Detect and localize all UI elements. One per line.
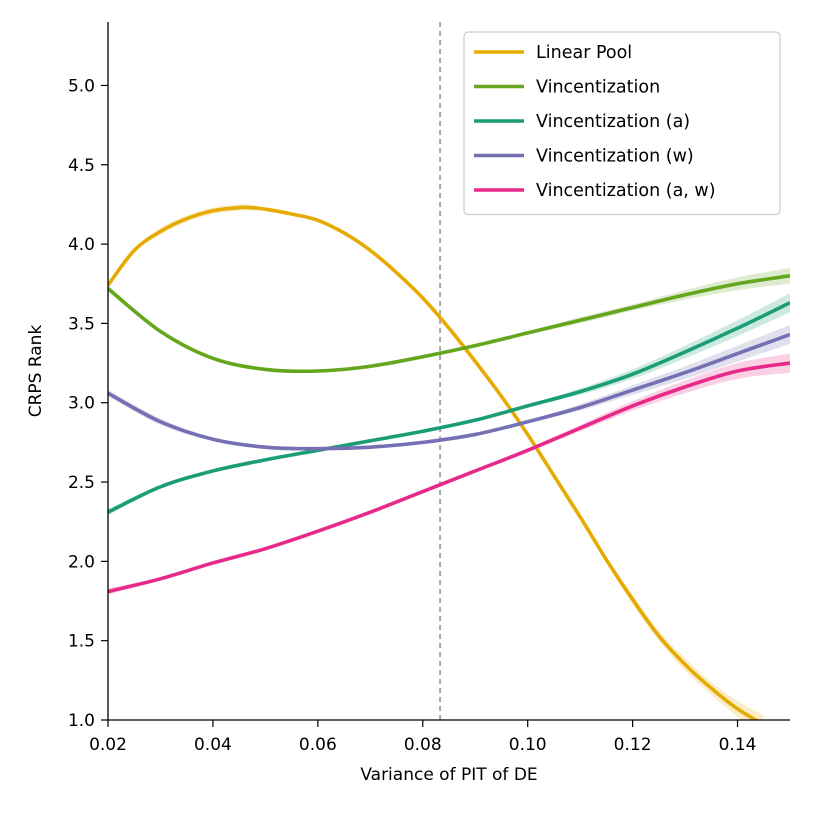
y-tick-label: 3.0 bbox=[68, 394, 95, 414]
x-tick-label: 0.06 bbox=[299, 735, 337, 755]
x-tick-label: 0.10 bbox=[509, 735, 547, 755]
legend-label-vincentization-a-w: Vincentization (a, w) bbox=[536, 181, 716, 201]
x-tick-label: 0.04 bbox=[194, 735, 232, 755]
series-lines bbox=[108, 205, 790, 720]
legend: Linear Pool Vincentization Vincentization … bbox=[463, 31, 781, 216]
y-tick-label: 1.0 bbox=[68, 711, 95, 731]
y-tick-label: 2.5 bbox=[68, 473, 95, 493]
legend-label-linear-pool: Linear Pool bbox=[536, 43, 632, 63]
line-linear-pool bbox=[108, 205, 760, 720]
line-vincentization-w bbox=[108, 332, 790, 451]
band-vincentization-a-w bbox=[108, 353, 790, 595]
x-tick-label: 0.14 bbox=[719, 735, 757, 755]
legend-label-vincentization: Vincentization bbox=[536, 78, 660, 98]
confidence-bands bbox=[108, 204, 790, 720]
x-axis-title: Variance of PIT of DE bbox=[360, 765, 537, 785]
y-tick-label: 1.5 bbox=[68, 632, 95, 652]
y-axis-title: CRPS Rank bbox=[26, 325, 46, 418]
x-tick-label: 0.08 bbox=[404, 735, 442, 755]
x-tick-label: 0.02 bbox=[89, 735, 127, 755]
y-ticks: 1.0 1.5 2.0 2.5 3.0 3.5 4.0 4.5 5.0 bbox=[68, 76, 108, 731]
legend-label-vincentization-a: Vincentization (a) bbox=[536, 112, 690, 132]
line-vincentization bbox=[108, 274, 790, 374]
y-tick-label: 3.5 bbox=[68, 314, 95, 334]
x-tick-label: 0.12 bbox=[614, 735, 652, 755]
y-tick-label: 4.5 bbox=[68, 156, 95, 176]
legend-box bbox=[463, 31, 781, 216]
axes bbox=[107, 22, 790, 721]
line-vincentization-a bbox=[108, 301, 790, 514]
band-linear-pool bbox=[108, 204, 764, 720]
y-tick-label: 4.0 bbox=[68, 235, 95, 255]
x-ticks: 0.02 0.04 0.06 0.08 0.10 0.12 0.14 bbox=[89, 720, 756, 755]
y-tick-label: 5.0 bbox=[68, 76, 95, 96]
y-tick-label: 2.0 bbox=[68, 552, 95, 572]
band-vincentization-w bbox=[108, 325, 790, 451]
line-vincentization-a-w bbox=[108, 361, 790, 594]
legend-label-vincentization-w: Vincentization (w) bbox=[536, 147, 694, 167]
